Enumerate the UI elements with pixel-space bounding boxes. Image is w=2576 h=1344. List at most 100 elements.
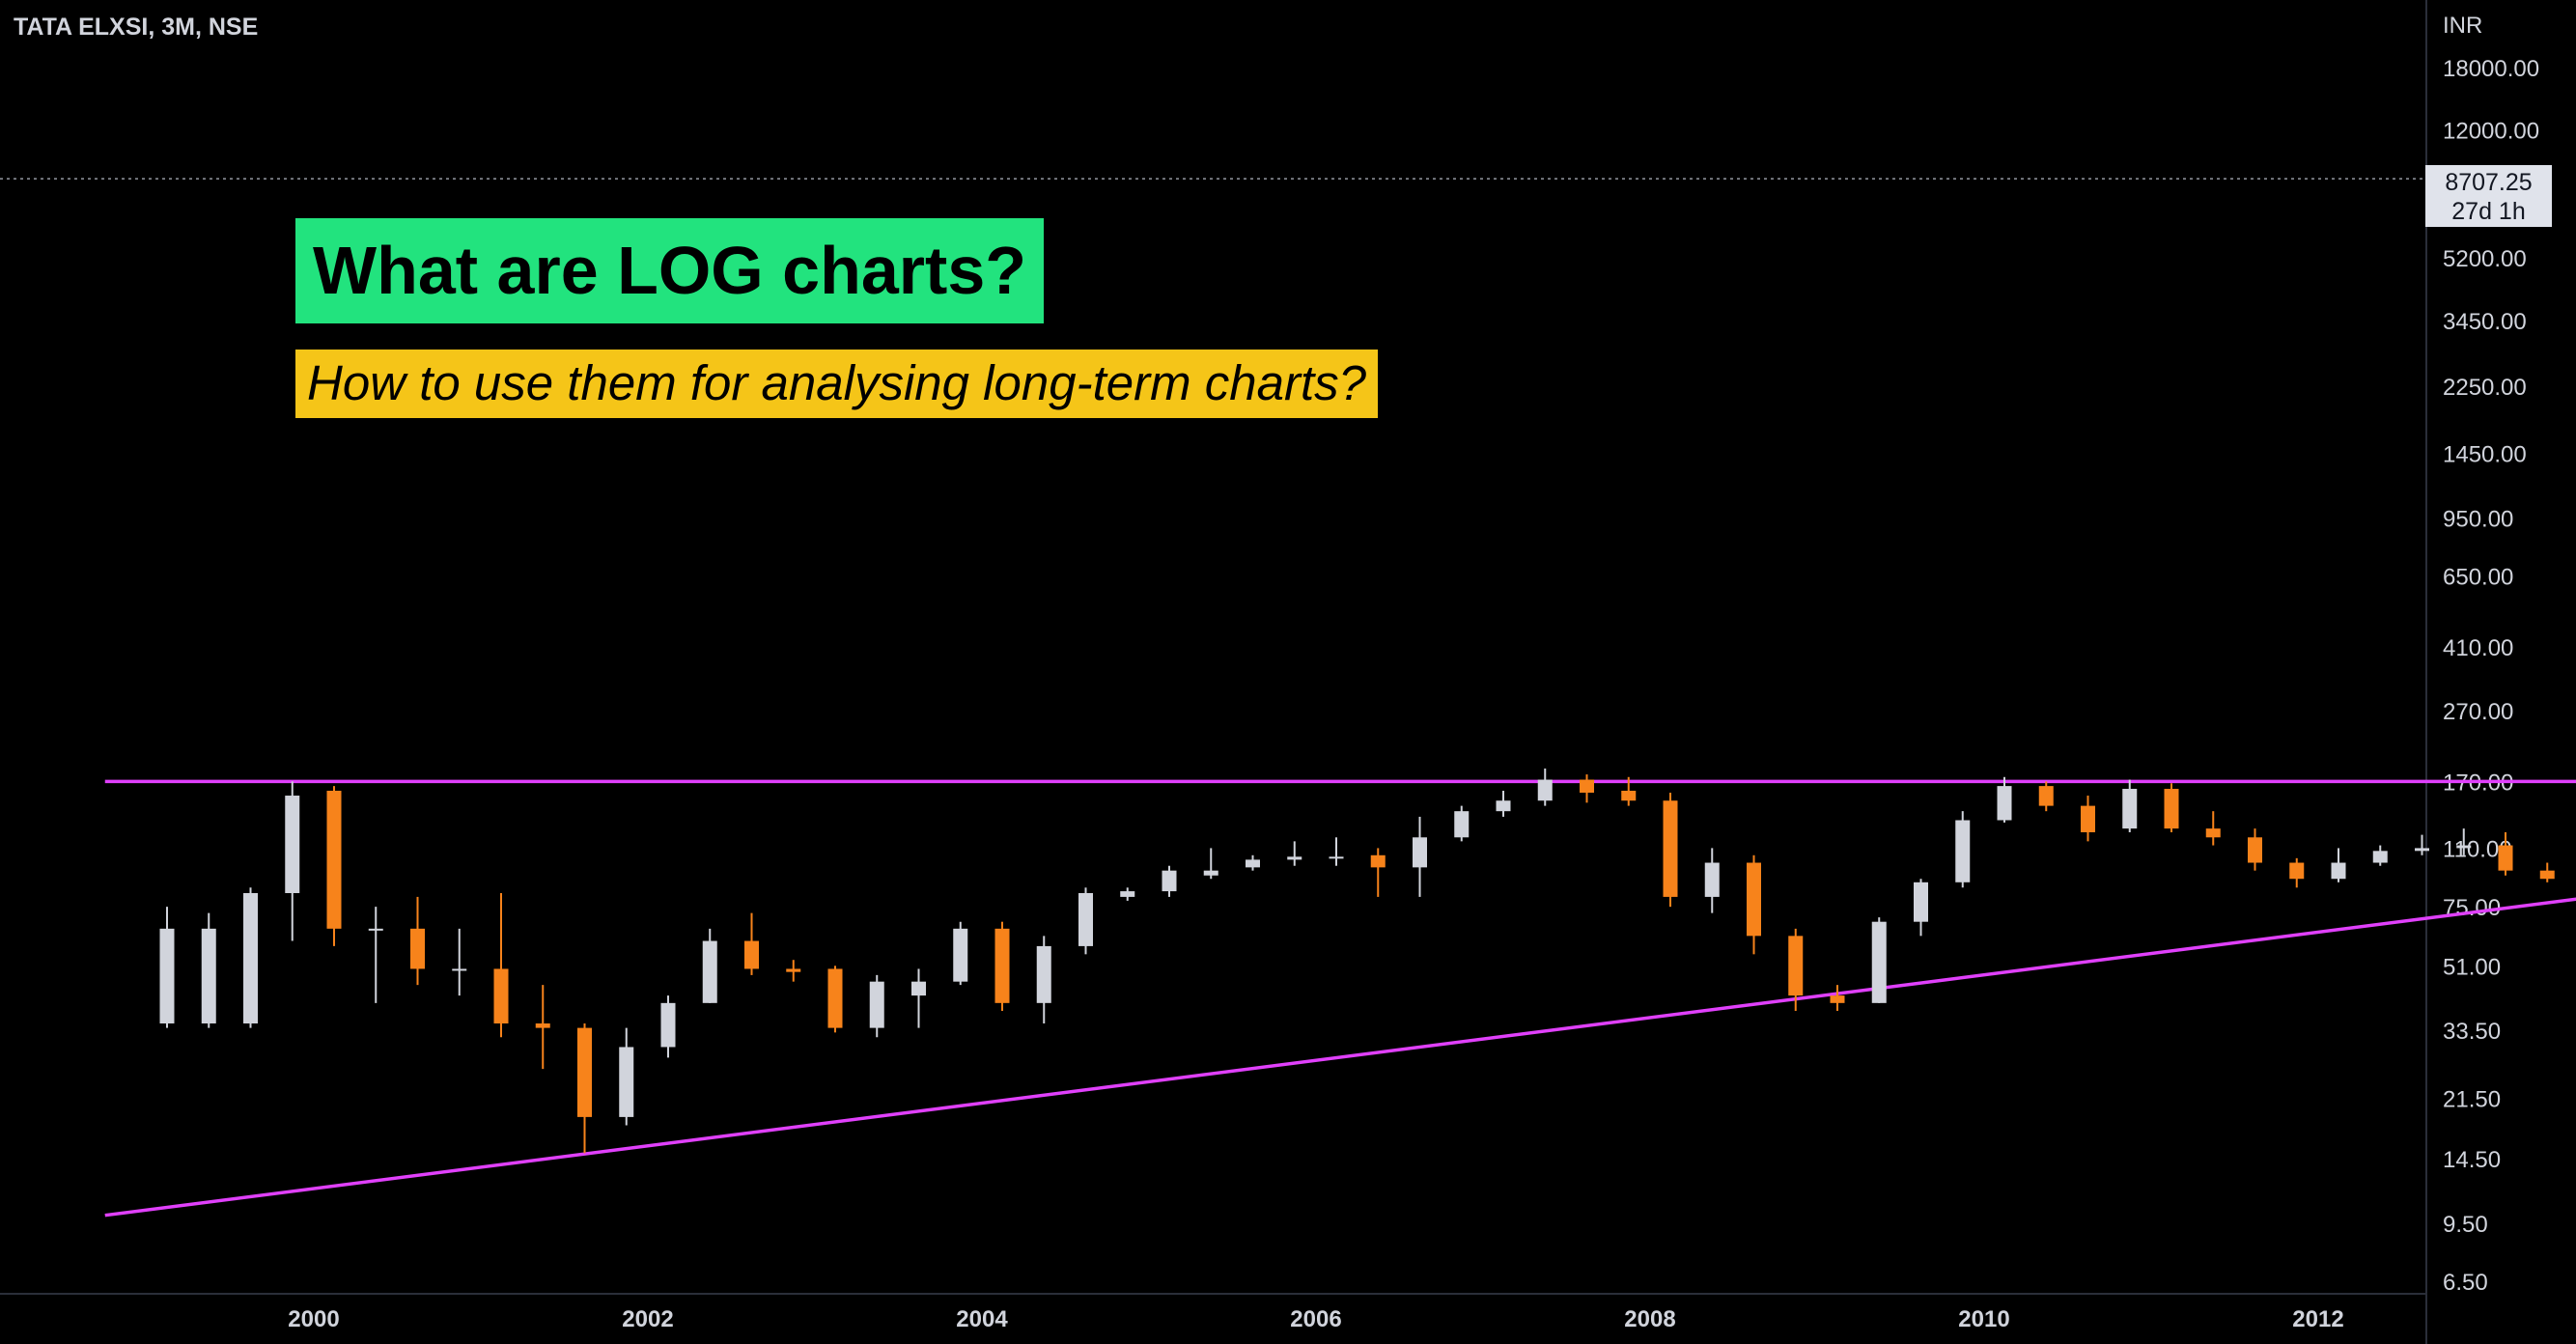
y-tick-label: 2250.00	[2443, 375, 2527, 401]
y-tick-label: 410.00	[2443, 635, 2513, 661]
candle-body	[1329, 856, 1344, 859]
candle[interactable]	[953, 921, 968, 986]
candle[interactable]	[911, 968, 926, 1028]
candle[interactable]	[1454, 805, 1470, 842]
candle[interactable]	[1621, 776, 1637, 806]
x-tick-label: 2008	[1624, 1306, 1675, 1332]
candle[interactable]	[1580, 774, 1594, 803]
candle[interactable]	[1955, 811, 1971, 888]
candle-body	[1704, 862, 1720, 897]
candle-body	[1120, 891, 1135, 897]
symbol-title[interactable]: TATA ELXSI, 3M, NSE	[14, 14, 259, 41]
candle-body	[1955, 820, 1971, 882]
candle-body	[2038, 786, 2054, 806]
trendline[interactable]	[104, 863, 2576, 1218]
candle-body	[1788, 936, 1804, 996]
candle-body	[1078, 892, 1093, 946]
candle[interactable]	[2122, 779, 2138, 832]
candle-body	[2456, 845, 2472, 849]
candle[interactable]	[1370, 848, 1386, 897]
candle[interactable]	[201, 912, 216, 1028]
candle-body	[911, 981, 926, 996]
candles[interactable]	[159, 143, 2576, 1154]
candle[interactable]	[1162, 865, 1177, 897]
candle[interactable]	[744, 912, 759, 975]
candle[interactable]	[1747, 854, 1761, 955]
y-tick-label: 3450.00	[2443, 309, 2527, 335]
candle-body	[2372, 851, 2388, 863]
candle[interactable]	[1704, 848, 1720, 913]
y-tick-label: 9.50	[2443, 1212, 2488, 1238]
candle[interactable]	[2289, 857, 2305, 888]
candle[interactable]	[660, 995, 676, 1058]
candle-body	[2331, 862, 2346, 880]
y-tick-label: 270.00	[2443, 699, 2513, 725]
candle[interactable]	[1287, 841, 1302, 866]
candle[interactable]	[243, 887, 258, 1028]
candle-body	[1162, 870, 1177, 892]
candle[interactable]	[2498, 831, 2513, 876]
candle-body	[2539, 870, 2555, 880]
candle[interactable]	[2372, 845, 2388, 866]
candle[interactable]	[2038, 781, 2054, 812]
bar-countdown: 27d 1h	[2451, 198, 2526, 226]
candle[interactable]	[2415, 834, 2429, 855]
candle[interactable]	[619, 1027, 634, 1126]
candle[interactable]	[1537, 768, 1553, 806]
y-tick-label: 1450.00	[2443, 441, 2527, 467]
candle[interactable]	[827, 966, 843, 1033]
candle-body	[953, 928, 968, 982]
y-tick-label: 14.50	[2443, 1147, 2501, 1173]
candle[interactable]	[869, 974, 884, 1038]
candle[interactable]	[1788, 928, 1804, 1011]
candle[interactable]	[2456, 828, 2472, 855]
candle-body	[786, 968, 801, 972]
candle[interactable]	[1413, 816, 1427, 897]
trendlines[interactable]	[104, 412, 2576, 1218]
candle[interactable]	[1120, 887, 1135, 901]
candle[interactable]	[1830, 985, 1845, 1011]
candle[interactable]	[1203, 848, 1218, 880]
candle-body	[1537, 779, 1553, 801]
y-tick-label: 33.50	[2443, 1019, 2501, 1045]
candle[interactable]	[1871, 917, 1887, 1003]
candle[interactable]	[410, 896, 425, 986]
candle[interactable]	[1914, 879, 1928, 937]
candle[interactable]	[2164, 783, 2179, 832]
candle-body	[1413, 837, 1427, 868]
candle[interactable]	[702, 928, 717, 1003]
candle[interactable]	[2331, 848, 2346, 882]
candle[interactable]	[326, 786, 342, 946]
candle[interactable]	[1036, 936, 1051, 1024]
candle[interactable]	[994, 921, 1010, 1011]
candle[interactable]	[1997, 776, 2012, 823]
candle[interactable]	[493, 892, 509, 1038]
candle[interactable]	[1078, 887, 1093, 955]
candle-body	[2498, 845, 2513, 871]
candle[interactable]	[2539, 862, 2555, 882]
candle[interactable]	[1496, 790, 1511, 817]
candle[interactable]	[285, 781, 300, 941]
y-tick-label: 6.50	[2443, 1270, 2488, 1296]
candle[interactable]	[368, 907, 383, 1003]
candle[interactable]	[786, 960, 801, 982]
candle-body	[2081, 805, 2095, 832]
candle[interactable]	[1663, 792, 1678, 908]
currency-label: INR	[2443, 13, 2482, 39]
candle[interactable]	[2248, 828, 2262, 871]
candle[interactable]	[159, 907, 175, 1028]
candle-body	[744, 940, 759, 969]
time-axis[interactable]: 2000200220042006200820102012201420162018…	[288, 1306, 2576, 1332]
candle[interactable]	[1246, 854, 1260, 871]
candle-body	[577, 1027, 592, 1117]
candle[interactable]	[2081, 796, 2095, 842]
candle[interactable]	[577, 1023, 592, 1154]
candle[interactable]	[535, 985, 550, 1070]
candle[interactable]	[2205, 811, 2221, 846]
candle-body	[368, 928, 383, 931]
price-axis[interactable]: 18000.00 12000.00 5200.00 3450.00 2250.00 145…	[2443, 56, 2539, 1296]
candle-body	[2122, 789, 2138, 829]
candle[interactable]	[1329, 837, 1344, 866]
candle[interactable]	[452, 928, 467, 996]
